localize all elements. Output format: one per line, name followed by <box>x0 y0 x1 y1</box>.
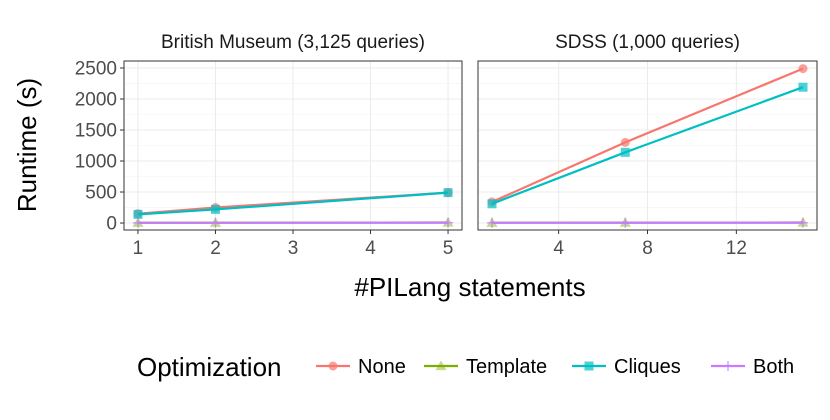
legend-entries: None Template Cliques Both <box>316 356 794 378</box>
x-tick-label: 1 <box>133 238 144 259</box>
legend-item-none: None <box>316 356 406 378</box>
legend-key-marker <box>585 362 594 371</box>
data-point <box>799 64 808 73</box>
x-tick-label: 8 <box>642 238 653 259</box>
x-tick-label: 5 <box>443 238 454 259</box>
y-tick-label: 1000 <box>75 152 117 173</box>
legend: Optimization None Template Cliques Both <box>137 352 794 382</box>
facet-title: SDSS (1,000 queries) <box>555 32 740 53</box>
x-tick-label: 4 <box>553 238 564 259</box>
legend-label: Template <box>466 356 547 378</box>
y-axis-title: Runtime (s) <box>12 78 42 212</box>
data-point <box>211 205 220 214</box>
x-axis-title: #PILang statements <box>354 272 585 302</box>
data-point <box>621 138 630 147</box>
legend-title: Optimization <box>137 352 282 382</box>
legend-label: Cliques <box>614 356 681 378</box>
legend-item-template: Template <box>424 356 547 378</box>
facet-title: British Museum (3,125 queries) <box>161 32 425 53</box>
y-tick-label: 500 <box>85 183 117 204</box>
facet-british-museum-3-125-queries: British Museum (3,125 queries) 1 2 3 4 5 0 500 1… <box>75 32 462 259</box>
legend-item-both: Both <box>711 356 794 378</box>
x-tick-label: 2 <box>210 238 221 259</box>
data-point <box>487 199 496 208</box>
x-tick-label: 12 <box>726 238 747 259</box>
legend-key-marker <box>723 361 733 371</box>
gridlines <box>478 61 817 230</box>
y-tick-label: 1500 <box>75 120 117 141</box>
y-tick-label: 0 <box>106 214 117 235</box>
legend-item-cliques: Cliques <box>572 356 681 378</box>
legend-label: Both <box>753 356 794 378</box>
legend-key-marker <box>329 362 338 371</box>
x-tick-label: 3 <box>288 238 299 259</box>
facet-sdss-1-000-queries: SDSS (1,000 queries) 4 8 12 <box>478 32 817 259</box>
legend-label: None <box>358 356 406 378</box>
data-point <box>621 148 630 157</box>
data-point <box>133 210 142 219</box>
data-point <box>799 83 808 92</box>
y-tick-label: 2500 <box>75 58 117 79</box>
data-point <box>444 188 453 197</box>
y-tick-label: 2000 <box>75 89 117 110</box>
x-tick-label: 4 <box>365 238 376 259</box>
